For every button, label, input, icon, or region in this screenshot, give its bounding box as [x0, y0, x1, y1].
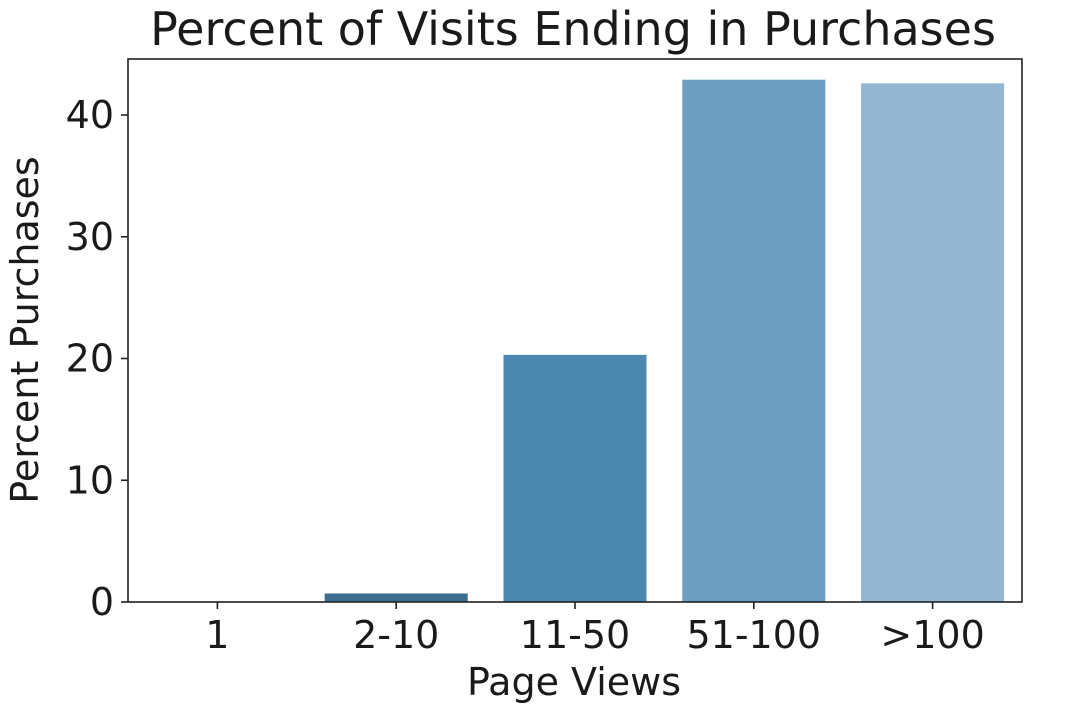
y-tick-label: 40 [66, 93, 114, 137]
x-tick-label: 1 [205, 613, 229, 657]
y-tick-label: 30 [66, 215, 114, 259]
bar-3 [682, 79, 826, 602]
bar-1 [324, 593, 468, 602]
x-tick-label: 2-10 [353, 613, 439, 657]
y-axis-ticks: 0 10 20 30 40 [66, 93, 128, 624]
y-tick-label: 20 [66, 337, 114, 381]
y-axis-label: Percent Purchases [3, 156, 47, 503]
bar-4 [861, 83, 1005, 602]
chart-title: Percent of Visits Ending in Purchases [150, 2, 996, 56]
bar-2 [503, 354, 647, 602]
x-tick-label: 51-100 [686, 613, 821, 657]
bars-group [145, 79, 1005, 602]
x-axis-ticks: 1 2-10 11-50 51-100 >100 [205, 602, 985, 657]
x-tick-label: 11-50 [520, 613, 630, 657]
y-tick-label: 10 [66, 458, 114, 502]
x-tick-label: >100 [880, 613, 984, 657]
x-axis-label: Page Views [467, 660, 681, 704]
y-tick-label: 0 [90, 580, 114, 624]
